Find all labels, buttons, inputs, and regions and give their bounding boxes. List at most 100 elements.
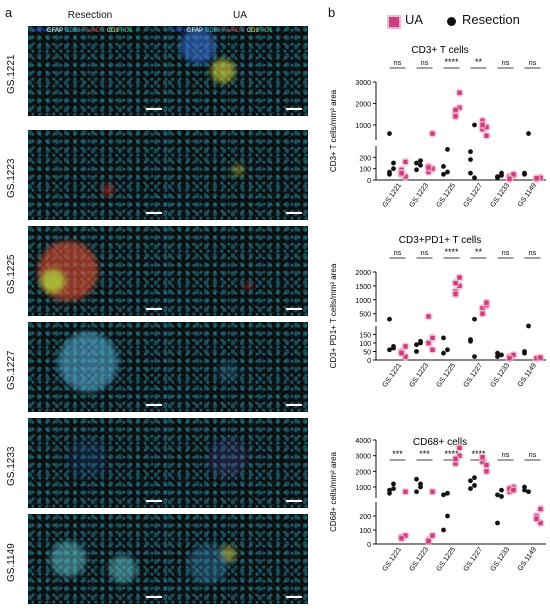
y-tick-label: 100 (359, 528, 371, 535)
significance-label: **** (471, 449, 486, 459)
ua-point (403, 344, 408, 349)
x-tick-label: GS.1227 (463, 182, 485, 209)
ua-point (507, 356, 512, 361)
stain-legend-item: CD3 (246, 28, 259, 34)
resection-point (414, 167, 419, 173)
x-tick-label: GS.1225 (436, 546, 458, 573)
y-tick-label: 0 (367, 178, 371, 185)
microscopy-image: DAPI GFAP CD68 HLA-DR CD3 PD1 (168, 26, 308, 116)
resection-point (387, 490, 392, 496)
ua-point (507, 486, 512, 491)
y-tick-label: 1500 (355, 284, 371, 291)
ua-point (403, 354, 408, 359)
y-axis-label: CD68+ cells/mm² area (330, 452, 338, 532)
resection-point (522, 350, 527, 356)
ua-point (511, 487, 516, 493)
x-tick-label: GS.1221 (382, 362, 404, 389)
scale-bar (146, 212, 162, 214)
ua-point (453, 461, 458, 466)
resection-point (526, 323, 531, 329)
scale-bar (146, 404, 162, 406)
resection-point (468, 170, 473, 176)
y-tick-label: 0 (367, 542, 371, 549)
significance-label: ns (529, 452, 537, 459)
stain-legend-item: CD3 (106, 28, 119, 34)
y-axis-label: CD3+ T cells/mm² area (330, 89, 338, 172)
x-tick-label: GS.1223 (409, 546, 431, 573)
x-tick-label: GS.1221 (382, 546, 404, 573)
ua-point (403, 489, 408, 494)
microscopy-image (168, 226, 308, 316)
x-tick-label: GS.1149 (517, 546, 538, 572)
y-tick-label: 1000 (355, 298, 371, 305)
ua-point (457, 275, 462, 280)
resection-point (441, 335, 446, 341)
ua-point (403, 159, 408, 165)
resection-point (414, 349, 419, 354)
stain-legend-item: DAPI (31, 28, 46, 34)
ua-point (430, 131, 435, 136)
ua-point (484, 133, 489, 138)
ua-point (480, 305, 485, 311)
resection-point (495, 174, 500, 180)
resection-point (526, 489, 531, 495)
ua-point (484, 124, 489, 130)
ua-point (480, 127, 485, 132)
resection-point (414, 476, 419, 482)
resection-point (526, 131, 531, 136)
resection-point (441, 164, 446, 169)
microscopy-image (28, 322, 168, 412)
resection-point (499, 494, 504, 499)
y-tick-label: 500 (359, 312, 371, 319)
y-tick-label: 200 (359, 155, 371, 162)
resection-point (387, 316, 392, 322)
stain-legend-item: GFAP (187, 28, 204, 34)
row-label-gs-1227: GS.1227 (6, 350, 17, 390)
significance-label: *** (392, 449, 403, 459)
stain-legend: DAPI GFAP CD68 HLA-DR CD3 PD1 (171, 28, 274, 34)
resection-point (441, 350, 446, 356)
significance-label: *** (419, 449, 430, 459)
resection-point (445, 169, 450, 175)
ua-point (399, 351, 404, 356)
y-axis-label: CD3+ PD1+ T cells/mm² area (330, 263, 338, 368)
ua-point (511, 172, 516, 177)
chart-title: CD68+ cells (413, 437, 467, 448)
y-tick-label: 1000 (355, 485, 371, 492)
ua-point (457, 105, 462, 110)
ua-point (399, 171, 404, 176)
legend-ua-marker (389, 17, 399, 27)
resection-point (495, 492, 500, 498)
ua-point (426, 340, 431, 346)
scale-bar (286, 596, 302, 598)
ua-point (426, 169, 431, 175)
x-tick-label: GS.1221 (382, 182, 404, 209)
resection-point (499, 173, 504, 178)
y-tick-label: 2000 (355, 469, 371, 476)
resection-point (495, 520, 500, 526)
stain-legend-item: CD68 (205, 28, 221, 34)
resection-point (445, 147, 450, 152)
y-tick-label: 100 (359, 167, 371, 174)
resection-point (391, 486, 396, 491)
resection-point (414, 342, 419, 348)
resection-point (472, 483, 477, 488)
stain-legend-item: DAPI (171, 28, 186, 34)
ua-point (457, 445, 462, 451)
microscopy-image (168, 418, 308, 508)
chart-title: CD3+ T cells (411, 45, 468, 56)
legend-ua-label: UA (405, 12, 424, 27)
x-tick-label: GS.1223 (409, 362, 431, 389)
resection-point (387, 131, 392, 136)
x-tick-label: GS.1233 (490, 362, 512, 389)
resection-point (472, 354, 477, 359)
ua-point (426, 165, 431, 170)
column-header-resection: Resection (67, 10, 113, 21)
ua-point (480, 118, 485, 123)
x-tick-label: GS.1149 (517, 362, 538, 388)
ua-point (538, 506, 543, 512)
x-tick-label: GS.1223 (409, 182, 431, 209)
significance-label: ns (502, 452, 510, 459)
x-tick-label: GS.1233 (490, 546, 512, 573)
